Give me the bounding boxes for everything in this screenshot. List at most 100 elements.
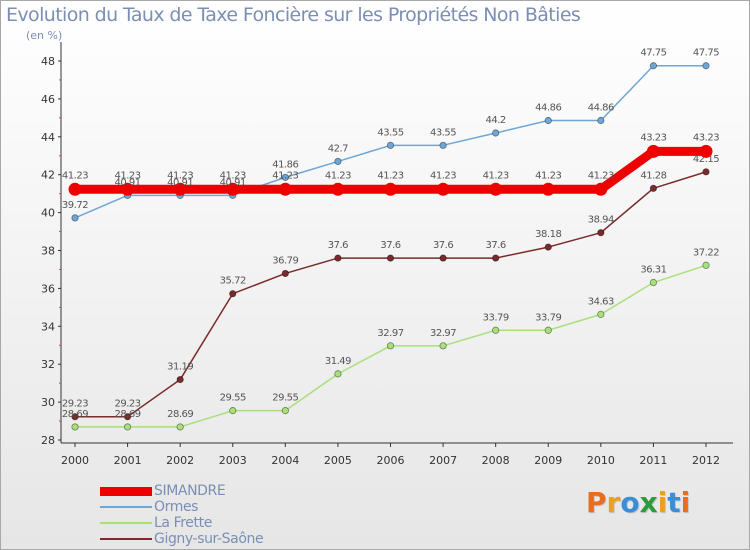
x-tick-label: 2000 [61,454,89,467]
data-point [68,182,82,196]
data-point [594,182,608,196]
legend-label: SIMANDRE [154,483,226,499]
data-point [229,290,237,298]
data-label: 41.23 [535,170,561,181]
data-label: 41.23 [588,170,614,181]
x-tick-label: 2007 [429,454,457,467]
data-point [597,116,605,125]
data-label: 43.55 [430,127,456,138]
data-label: 32.97 [430,328,456,339]
logo-letter: P [586,486,607,519]
y-tick-label: 36 [41,282,55,295]
x-tick-label: 2012 [692,454,720,467]
y-tick-label: 30 [41,396,55,409]
data-point [386,141,395,149]
data-label: 44.2 [486,115,506,126]
data-label: 36.79 [272,255,298,266]
y-tick-label: 40 [41,207,55,220]
data-label: 33.79 [535,312,561,323]
data-point [544,116,552,125]
data-point [649,184,658,192]
data-point [544,243,552,251]
data-label: 38.94 [588,215,614,226]
data-label: 34.63 [588,296,614,307]
legend-swatch [100,487,152,496]
data-point [492,129,500,137]
data-point [699,144,713,158]
data-point [702,261,710,269]
data-point [334,370,342,378]
legend-item: La Frette [100,515,320,531]
data-label: 38.18 [535,229,561,240]
data-label: 44.86 [535,103,561,114]
data-label: 29.23 [115,399,141,410]
data-label: 43.23 [640,132,666,143]
data-point [649,62,658,70]
data-point [489,182,503,196]
data-point [71,413,79,421]
logo-letter: t [667,486,681,519]
data-point [229,407,237,415]
data-label: 41.23 [62,170,88,181]
logo-letter: x [639,486,658,519]
data-label: 41.86 [272,159,298,170]
data-label: 41.28 [640,170,666,181]
legend-item: SIMANDRE [100,483,320,499]
data-point [71,423,79,431]
data-point [281,269,289,278]
data-point [281,407,289,415]
data-label: 40.91 [115,177,141,188]
y-tick-label: 28 [41,434,55,447]
legend-label: Ormes [154,499,199,515]
data-label: 43.23 [693,132,719,143]
x-tick-label: 2002 [166,454,194,467]
data-label: 32.97 [377,328,403,339]
y-tick-label: 48 [41,55,55,68]
data-point [646,144,660,158]
data-point [384,182,397,196]
data-label: 37.6 [328,240,348,251]
logo-letter: i [680,486,691,519]
data-label: 29.23 [62,399,88,410]
data-label: 47.75 [693,48,719,59]
chart-title: Evolution du Taux de Taxe Foncière sur l… [6,4,581,26]
data-point [123,423,132,431]
data-point [278,182,292,196]
data-label: 41.23 [220,170,246,181]
x-tick-label: 2008 [482,454,510,467]
data-label: 40.91 [167,177,193,188]
legend-swatch [100,538,152,540]
legend: SIMANDRE Ormes La Frette Gigny-sur-Saône [100,483,320,547]
data-point [121,182,135,196]
data-label: 36.31 [640,265,666,276]
data-point [544,326,552,334]
data-point [173,182,187,196]
data-label: 29.55 [272,393,298,404]
data-point [597,310,605,318]
data-label: 41.23 [167,170,193,181]
proxiti-logo: Proxiti [586,486,690,519]
legend-label: Gigny-sur-Saône [154,531,264,547]
data-label: 42.7 [328,143,348,154]
data-label: 28.69 [62,409,88,420]
data-label: 37.6 [433,240,453,251]
data-label: 42.15 [693,154,719,165]
data-label: 39.72 [62,200,88,211]
data-label: 41.23 [325,170,351,181]
x-tick-label: 2010 [587,454,615,467]
logo-letter: i [657,486,668,519]
data-label: 28.69 [115,409,141,420]
data-point [176,375,184,384]
data-point [702,168,710,176]
logo-letter: r [606,486,621,519]
legend-swatch [100,522,152,524]
data-point [386,254,395,262]
legend-item: Ormes [100,499,320,515]
data-label: 40.91 [220,177,246,188]
data-point [334,157,342,166]
data-label: 28.69 [167,409,193,420]
data-point [439,141,447,149]
data-label: 37.6 [380,240,400,251]
